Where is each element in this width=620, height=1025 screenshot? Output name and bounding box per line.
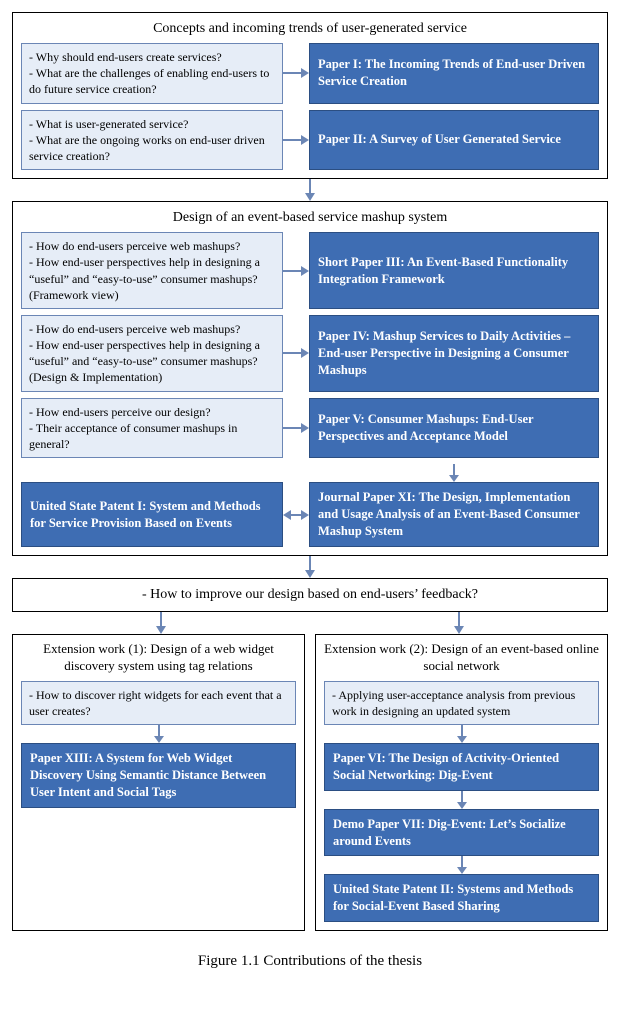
arrow-right-icon — [283, 110, 309, 171]
paper-box: Paper IV: Mashup Services to Daily Activ… — [309, 315, 599, 392]
paper-box: United State Patent II: Systems and Meth… — [324, 874, 599, 922]
extension-2: Extension work (2): Design of an event-b… — [315, 634, 608, 931]
section-design: Design of an event-based service mashup … — [12, 201, 608, 556]
paper-box: Short Paper III: An Event-Based Function… — [309, 232, 599, 309]
question-box: - Why should end-users create services?-… — [21, 43, 283, 104]
paper-box: Paper II: A Survey of User Generated Ser… — [309, 110, 599, 171]
extension-1: Extension work (1): Design of a web widg… — [12, 634, 305, 931]
section-concepts: Concepts and incoming trends of user-gen… — [12, 12, 608, 179]
question-box: - How to discover right widgets for each… — [21, 681, 296, 725]
arrow-down-icon — [309, 464, 599, 482]
arrow-down-icon — [324, 791, 599, 809]
journal-box: Journal Paper XI: The Design, Implementa… — [309, 482, 599, 547]
arrow-right-icon — [283, 315, 309, 392]
arrow-down-icon — [324, 725, 599, 743]
question-box: - How end-users perceive our design?- Th… — [21, 398, 283, 459]
row: - What is user-generated service?- What … — [21, 110, 599, 171]
arrow-down-icon — [12, 556, 608, 578]
extensions-container: Extension work (1): Design of a web widg… — [12, 634, 608, 931]
arrow-down-icon — [324, 856, 599, 874]
question-box: - Applying user-acceptance analysis from… — [324, 681, 599, 725]
figure-caption: Figure 1.1 Contributions of the thesis — [12, 953, 608, 970]
paper-box: Demo Paper VII: Dig-Event: Let’s Sociali… — [324, 809, 599, 857]
extension-title: Extension work (1): Design of a web widg… — [21, 641, 296, 675]
paper-box: Paper I: The Incoming Trends of End-user… — [309, 43, 599, 104]
mid-question-box: - How to improve our design based on end… — [12, 578, 608, 612]
paper-box: Paper XIII: A System for Web Widget Disc… — [21, 743, 296, 808]
row: - How end-users perceive our design?- Th… — [21, 398, 599, 459]
paper-box: Paper V: Consumer Mashups: End-User Pers… — [309, 398, 599, 459]
extension-title: Extension work (2): Design of an event-b… — [324, 641, 599, 675]
arrow-right-icon — [283, 43, 309, 104]
arrow-down-icon — [12, 612, 310, 634]
question-box: - How do end-users perceive web mashups?… — [21, 315, 283, 392]
arrow-down-icon — [21, 725, 296, 743]
question-box: - What is user-generated service?- What … — [21, 110, 283, 171]
row: - How do end-users perceive web mashups?… — [21, 232, 599, 309]
arrow-down-icon — [310, 612, 608, 634]
row: - How do end-users perceive web mashups?… — [21, 315, 599, 392]
row-patent-journal: United State Patent I: System and Method… — [21, 482, 599, 547]
question-box: - How do end-users perceive web mashups?… — [21, 232, 283, 309]
arrow-down-icon — [12, 179, 608, 201]
arrow-bidir-icon — [283, 482, 309, 547]
arrow-right-icon — [283, 232, 309, 309]
row: - Why should end-users create services?-… — [21, 43, 599, 104]
section-title: Design of an event-based service mashup … — [21, 210, 599, 226]
patent-box: United State Patent I: System and Method… — [21, 482, 283, 547]
arrow-right-icon — [283, 398, 309, 459]
paper-box: Paper VI: The Design of Activity-Oriente… — [324, 743, 599, 791]
section-title: Concepts and incoming trends of user-gen… — [21, 21, 599, 37]
